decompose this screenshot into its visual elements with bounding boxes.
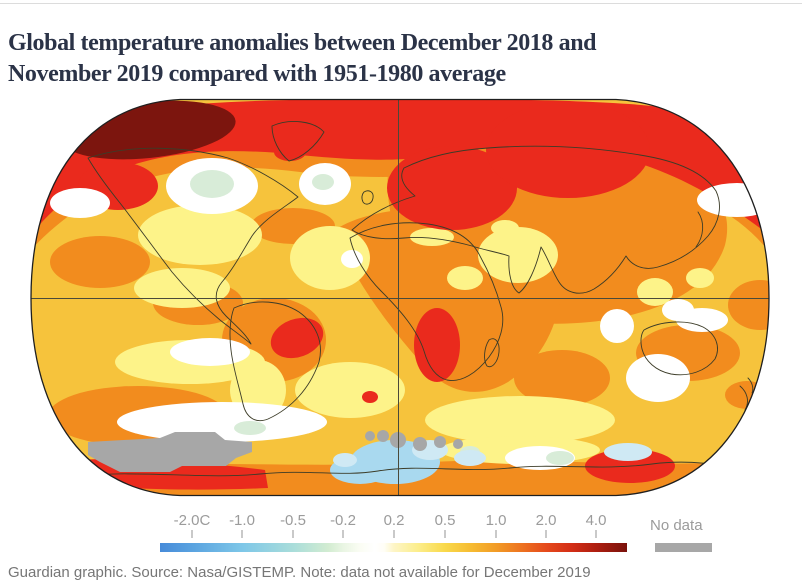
- blue-anomaly-patches: [330, 440, 652, 484]
- legend-tick: [444, 530, 446, 538]
- legend-tick: [342, 530, 344, 538]
- legend-tick: [292, 530, 294, 538]
- legend-tick-label: 0.2: [383, 512, 405, 529]
- legend-tick: [393, 530, 395, 538]
- legend-tick: [595, 530, 597, 538]
- south-america-coastline: [229, 301, 321, 422]
- legend-tick-label: 4.0: [585, 512, 607, 529]
- color-scale-legend: -2.0C -1.0 -0.5 -0.2 0.2 0.5 1.0 2.0 4.0…: [0, 505, 802, 560]
- north-america-coastline: [87, 147, 299, 345]
- legend-tick: [545, 530, 547, 538]
- india-yellow-patch: [478, 227, 558, 283]
- legend-gradient-bar: [160, 543, 627, 552]
- greenland-coastline: [271, 121, 325, 162]
- southern-africa-red-patch: [414, 308, 460, 382]
- legend-tick-label: -0.5: [280, 512, 306, 529]
- madagascar-coastline: [484, 338, 500, 368]
- eurasia-coastline: [351, 145, 720, 294]
- top-divider-rule: [0, 3, 802, 4]
- siberia-red-patch: [486, 102, 650, 198]
- projection-outline: [30, 98, 770, 497]
- no-data-label: No data: [650, 517, 703, 534]
- source-note: Guardian graphic. Source: Nasa/GISTEMP. …: [8, 564, 591, 581]
- page-title: Global temperature anomalies between Dec…: [8, 28, 796, 90]
- legend-tick: [191, 530, 193, 538]
- new-zealand-coastline: [739, 377, 754, 411]
- uk-coastline: [361, 190, 374, 205]
- legend-tick-label: 1.0: [485, 512, 507, 529]
- anomaly-field: [31, 99, 769, 496]
- no-data-swatch: [655, 543, 712, 552]
- legend-tick-label: 0.5: [434, 512, 456, 529]
- legend-tick-label: -2.0C: [173, 512, 211, 529]
- page-title-line1: Global temperature anomalies between Dec…: [8, 30, 597, 57]
- southern-ocean-white-band: [117, 402, 327, 442]
- legend-tick: [495, 530, 497, 538]
- no-data-region-south-pacific: [88, 432, 252, 472]
- antarctica-coastline: [57, 461, 751, 479]
- europe-red-patch: [387, 146, 517, 230]
- japan-coastline: [695, 211, 704, 248]
- brazil-red-patch: [270, 317, 324, 359]
- page-title-line2: November 2019 compared with 1951-1980 av…: [8, 61, 506, 88]
- legend-tick-label: -1.0: [229, 512, 255, 529]
- legend-tick-label: -0.2: [330, 512, 356, 529]
- australia-coastline: [640, 321, 718, 376]
- legend-tick: [241, 530, 243, 538]
- legend-tick-label: 2.0: [535, 512, 557, 529]
- no-data-patches: [88, 430, 463, 472]
